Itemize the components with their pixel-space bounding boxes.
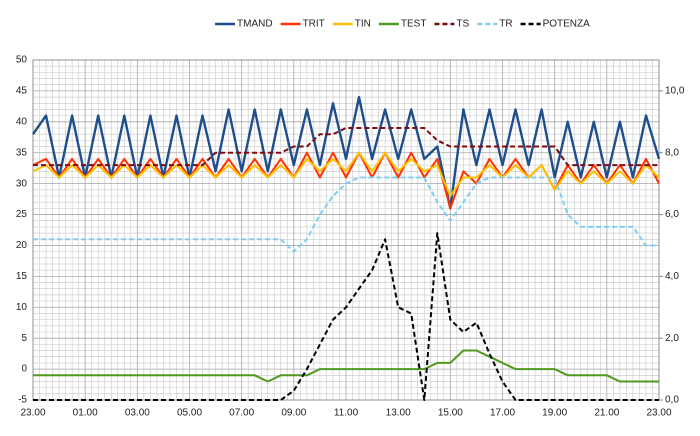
y-tick-label: -5 <box>18 395 27 406</box>
x-tick-label: 17.00 <box>490 408 515 419</box>
y-tick-label: 40 <box>16 116 28 127</box>
series-line <box>32 151 660 197</box>
x-tick-label: 15.00 <box>438 408 463 419</box>
series-line <box>33 127 659 167</box>
y2-tick-label: 8,0 <box>665 147 679 158</box>
legend-label: TEST <box>401 19 427 30</box>
x-tick-label: 09.00 <box>281 408 306 419</box>
y-tick-label: 50 <box>16 55 28 66</box>
y-tick-label: 25 <box>16 209 28 220</box>
x-tick-label: 11.00 <box>334 408 359 419</box>
x-tick-label: 21.00 <box>594 408 619 419</box>
legend-label: TR <box>499 19 512 30</box>
legend-label: POTENZA <box>543 19 591 30</box>
y-tick-label: 5 <box>21 333 27 344</box>
legend-label: TIN <box>355 19 371 30</box>
series-line <box>33 349 659 383</box>
x-tick-label: 19.00 <box>542 408 567 419</box>
y-tick-label: 30 <box>16 178 28 189</box>
y-tick-label: 15 <box>16 271 28 282</box>
y2-tick-label: 4,0 <box>665 271 679 282</box>
legend-label: TS <box>456 19 469 30</box>
y-tick-label: 20 <box>16 240 28 251</box>
legend-label: TRIT <box>303 19 325 30</box>
legend-label: TMAND <box>237 19 273 30</box>
y2-tick-label: 0,0 <box>665 395 679 406</box>
series-line <box>33 232 659 401</box>
x-tick-label: 13.00 <box>386 408 411 419</box>
x-tick-label: 05.00 <box>177 408 202 419</box>
x-tick-label: 23.00 <box>20 408 45 419</box>
x-tick-label: 01.00 <box>73 408 98 419</box>
plot-border <box>32 59 660 401</box>
x-tick-label: 07.00 <box>229 408 254 419</box>
y2-tick-label: 10,0 <box>665 86 685 97</box>
y2-tick-label: 2,0 <box>665 333 679 344</box>
x-tick-label: 03.00 <box>125 408 150 419</box>
y-tick-label: 35 <box>16 147 28 158</box>
y-tick-label: 45 <box>16 86 28 97</box>
x-tick-label: 23.00 <box>646 408 671 419</box>
y2-tick-label: 6,0 <box>665 209 679 220</box>
y-tick-label: 10 <box>16 302 28 313</box>
y-tick-label: 0 <box>21 364 27 375</box>
series-line <box>33 176 659 253</box>
